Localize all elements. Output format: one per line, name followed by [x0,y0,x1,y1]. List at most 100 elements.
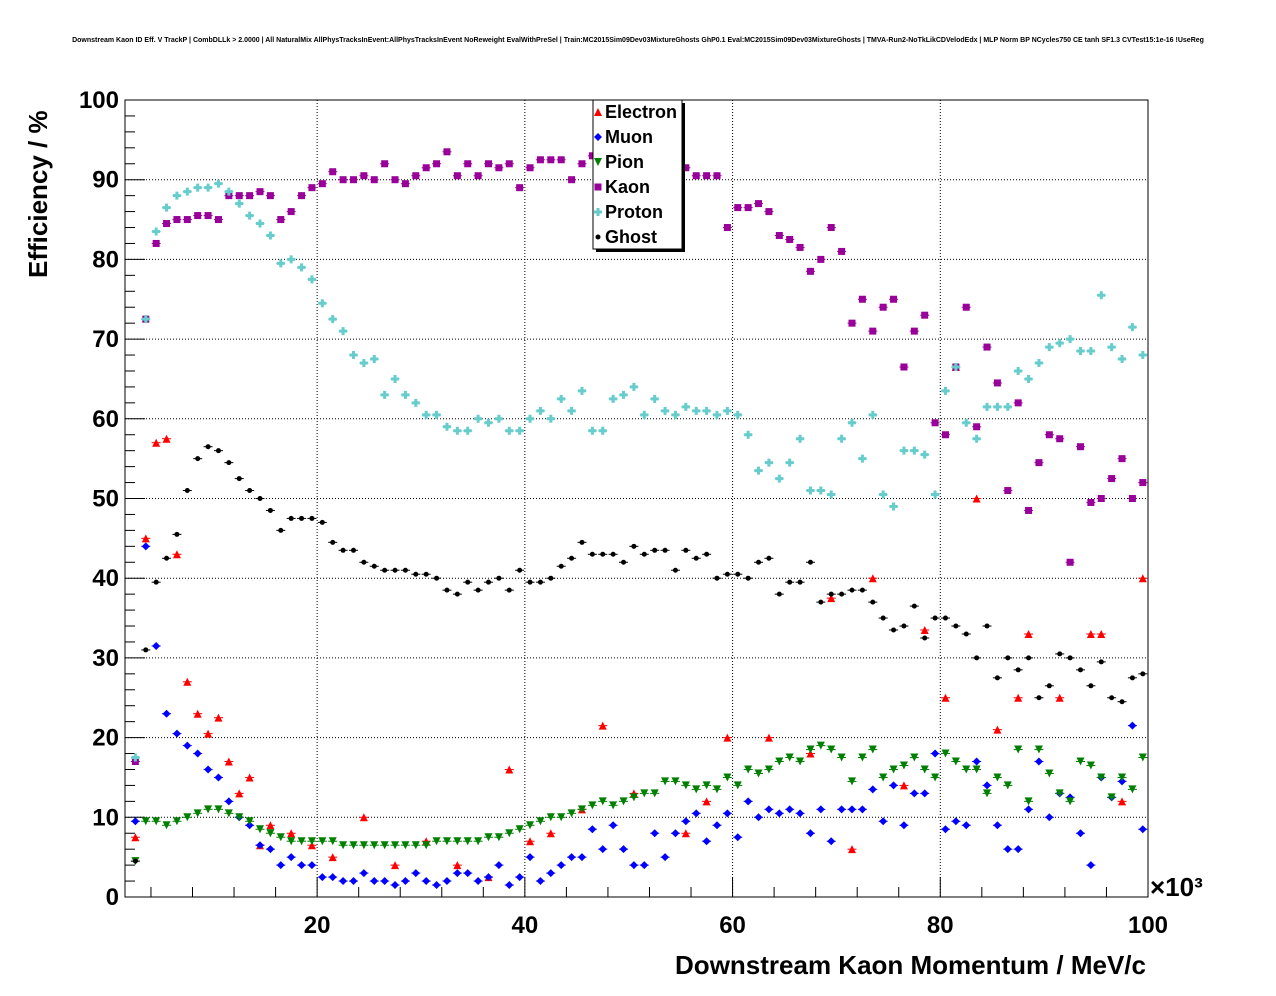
data-point-kaon [1066,558,1074,566]
data-point-proton [640,410,649,419]
data-point-ghost [589,551,595,557]
data-point-muon [775,809,784,818]
data-point-proton [962,418,971,427]
data-point-ghost [195,456,201,462]
data-point-proton [1034,359,1043,368]
data-point-pion [983,789,992,798]
data-point-ghost [745,575,751,581]
data-point-electron [235,789,244,798]
data-point-muon [796,809,805,818]
data-point-ghost [839,591,845,597]
data-point-kaon [848,319,856,327]
data-point-muon [858,805,867,814]
data-point-kaon [536,156,544,164]
data-point-kaon [786,235,794,243]
data-point-ghost [621,559,627,565]
data-point-pion [204,805,213,814]
data-point-proton [183,187,192,196]
data-point-kaon [775,231,783,239]
data-point-ghost [267,507,273,513]
data-point-electron [723,733,732,742]
data-point-ghost [994,675,1000,681]
data-point-proton [692,406,701,415]
data-point-kaon [838,247,846,255]
legend-label-proton: Proton [605,202,663,222]
legend-label-muon: Muon [605,127,653,147]
data-point-pion [183,813,192,822]
data-point-proton [474,414,483,423]
data-point-kaon [453,172,461,180]
data-point-kaon [370,176,378,184]
data-point-muon [474,877,483,886]
data-point-pion [868,745,877,754]
y-tick-label: 40 [92,565,119,592]
data-point-pion [474,837,483,846]
legend-marker-pion [594,158,602,166]
data-point-ghost [340,547,346,553]
data-point-proton [712,410,721,419]
data-point-proton [899,446,908,455]
data-point-kaon [1076,443,1084,451]
data-point-pion [733,781,742,790]
data-point-pion [806,745,815,754]
data-point-pion [848,777,857,786]
data-point-pion [1076,757,1085,766]
legend-label-kaon: Kaon [605,177,650,197]
data-point-kaon [1045,431,1053,439]
data-point-ghost [1077,667,1083,673]
data-point-pion [266,829,275,838]
data-point-kaon [796,243,804,251]
data-point-ghost [236,476,242,482]
data-point-kaon [983,343,991,351]
data-point-ghost [153,579,159,585]
data-point-muon [557,861,566,870]
data-point-muon [723,809,732,818]
data-point-proton [941,386,950,395]
data-point-electron [131,833,140,842]
data-point-ghost [205,444,211,450]
data-point-ghost [766,555,772,561]
data-point-muon [526,853,535,862]
data-point-proton [993,402,1002,411]
data-point-pion [951,757,960,766]
data-point-pion [754,769,763,778]
data-point-ghost [735,571,741,577]
data-point-proton [214,179,223,188]
data-point-muon [307,861,316,870]
data-point-ghost [693,555,699,561]
data-point-proton [619,390,628,399]
data-point-ghost [257,496,263,501]
data-point-proton [411,398,420,407]
data-point-pion [505,829,514,838]
y-tick-label: 100 [79,87,119,114]
data-point-electron [899,781,908,790]
data-point-pion [681,781,690,790]
data-point-muon [588,825,597,834]
y-tick-label: 20 [92,725,119,752]
data-point-kaon [682,164,690,172]
data-point-muon [494,861,503,870]
data-point-kaon [266,192,274,200]
data-point-pion [827,745,836,754]
data-point-pion [661,777,670,786]
data-point-pion [692,785,701,794]
data-point-muon [650,829,659,838]
data-point-ghost [807,559,813,565]
data-point-kaon [318,180,326,188]
data-point-ghost [1088,683,1094,689]
data-point-muon [1045,813,1054,822]
data-point-muon [640,861,649,870]
data-point-kaon [246,192,254,200]
y-tick-label: 70 [92,326,119,353]
data-point-kaon [1128,495,1136,502]
data-point-proton [370,355,379,364]
data-point-muon [266,845,275,854]
data-point-electron [848,845,857,854]
data-point-ghost [475,587,481,593]
data-point-proton [806,486,815,495]
data-point-ghost [496,575,502,581]
data-point-proton [526,414,535,423]
data-point-pion [536,817,545,826]
data-point-ghost [984,623,990,629]
data-point-pion [359,841,368,850]
